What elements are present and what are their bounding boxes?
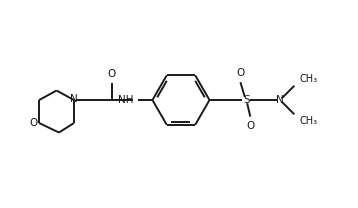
Text: O: O (30, 118, 38, 128)
Text: CH₃: CH₃ (300, 116, 318, 126)
Text: NH: NH (118, 95, 134, 105)
Text: S: S (243, 95, 250, 105)
Text: O: O (236, 68, 245, 78)
Text: N: N (70, 94, 78, 104)
Text: O: O (107, 69, 116, 79)
Text: N: N (276, 95, 284, 105)
Text: CH₃: CH₃ (300, 74, 318, 84)
Text: O: O (246, 121, 255, 131)
